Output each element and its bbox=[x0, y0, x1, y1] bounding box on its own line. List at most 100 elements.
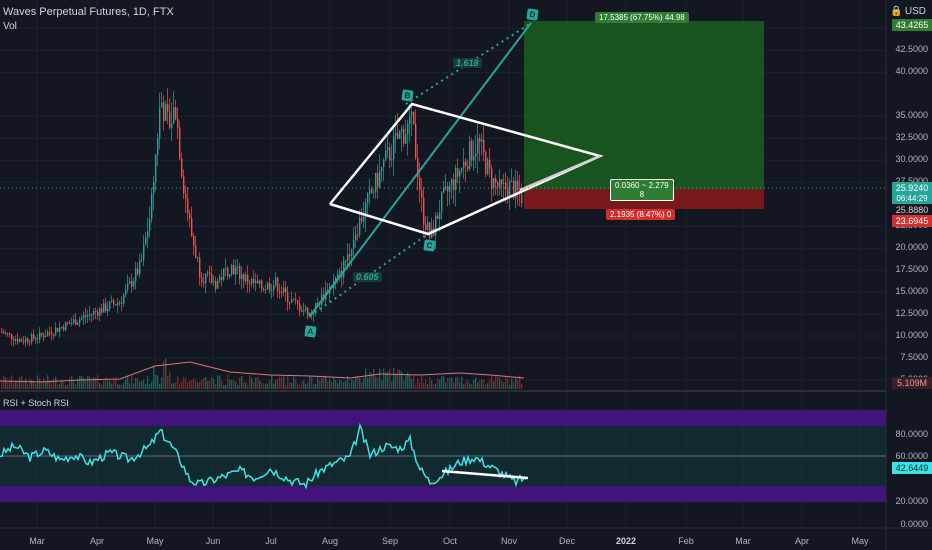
volume-bar bbox=[411, 379, 413, 389]
currency-label[interactable]: USD bbox=[904, 6, 926, 17]
volume-bar bbox=[445, 382, 447, 389]
candle-body bbox=[299, 303, 301, 311]
candle-body bbox=[207, 272, 209, 274]
volume-bar bbox=[391, 381, 393, 389]
symbol-title[interactable]: Waves Perpetual Futures, 1D, FTX bbox=[3, 6, 174, 18]
candle-body bbox=[125, 289, 127, 296]
volume-bar bbox=[245, 382, 247, 389]
candle-body bbox=[13, 339, 15, 341]
volume-bar bbox=[9, 380, 11, 389]
candle-body bbox=[33, 334, 35, 339]
volume-bar bbox=[293, 376, 295, 389]
volume-bar bbox=[257, 377, 259, 389]
candle-body bbox=[505, 182, 507, 190]
volume-bar bbox=[109, 380, 111, 389]
profit-zone[interactable] bbox=[524, 21, 764, 189]
volume-bar bbox=[471, 384, 473, 389]
candle-body bbox=[165, 104, 167, 122]
candle-body bbox=[199, 257, 201, 278]
candle-body bbox=[203, 281, 205, 284]
volume-bar bbox=[167, 375, 169, 389]
point-c-label[interactable]: C bbox=[423, 239, 436, 252]
volume-bar bbox=[413, 375, 415, 389]
candle-body bbox=[109, 301, 111, 309]
candle-body bbox=[517, 180, 519, 190]
candle-body bbox=[359, 217, 361, 235]
volume-bar bbox=[511, 378, 513, 389]
diamond-right-edge bbox=[519, 154, 601, 192]
candle-body bbox=[29, 341, 31, 343]
candle-body bbox=[59, 327, 61, 332]
candle-body bbox=[385, 150, 387, 161]
loss-label[interactable]: 2.1935 (8.47%) 0 bbox=[606, 209, 676, 220]
volume-bar bbox=[197, 382, 199, 389]
volume-bar bbox=[467, 379, 469, 389]
volume-bar bbox=[161, 377, 163, 389]
volume-bar bbox=[163, 360, 165, 389]
price-tick: 32.5000 bbox=[895, 132, 928, 143]
volume-bar bbox=[99, 383, 101, 389]
rsi-tick: 60.0000 bbox=[895, 451, 928, 462]
volume-bar bbox=[131, 375, 133, 389]
candles bbox=[1, 87, 523, 347]
candle-body bbox=[409, 115, 411, 124]
candle-body bbox=[143, 244, 145, 260]
point-a-label[interactable]: A bbox=[304, 325, 317, 338]
volume-bar bbox=[49, 380, 51, 389]
candle-body bbox=[401, 129, 403, 132]
volume-bar bbox=[295, 379, 297, 389]
candle-body bbox=[105, 303, 107, 312]
volume-bar bbox=[261, 382, 263, 389]
volume-bar bbox=[519, 375, 521, 389]
volume-bar bbox=[341, 380, 343, 389]
point-b-label[interactable]: B bbox=[401, 89, 414, 102]
vol-label[interactable]: Vol bbox=[3, 21, 17, 32]
volume-bar bbox=[225, 384, 227, 389]
fib-ratio-lower[interactable]: 0.605 bbox=[353, 272, 382, 282]
candle-body bbox=[205, 273, 207, 284]
candle-body bbox=[217, 280, 219, 289]
candle-body bbox=[513, 180, 515, 199]
volume-bar bbox=[361, 382, 363, 389]
candle-body bbox=[53, 334, 55, 336]
candle-body bbox=[115, 304, 117, 306]
volume-bar bbox=[41, 381, 43, 389]
candle-body bbox=[133, 281, 135, 287]
candle-body bbox=[389, 147, 391, 161]
volume-bar bbox=[119, 384, 121, 389]
lock-icon[interactable]: 🔒 bbox=[890, 6, 903, 17]
volume-bar bbox=[349, 383, 351, 389]
candle-body bbox=[511, 180, 513, 182]
volume-bar bbox=[139, 381, 141, 389]
profit-label[interactable]: 17.5385 (67.75%) 44.98 bbox=[595, 12, 689, 23]
volume-bar bbox=[287, 375, 289, 389]
volume-bar bbox=[459, 382, 461, 389]
candle-body bbox=[287, 292, 289, 303]
volume-bar bbox=[521, 383, 523, 389]
time-label: Nov bbox=[500, 536, 518, 546]
rsi-title[interactable]: RSI + Stoch RSI bbox=[3, 398, 69, 408]
volume-bar bbox=[373, 369, 375, 389]
candle-body bbox=[57, 328, 59, 332]
point-d-label[interactable]: D bbox=[526, 8, 539, 21]
candle-body bbox=[41, 332, 43, 336]
candle-body bbox=[423, 197, 425, 225]
volume-bar bbox=[509, 384, 511, 389]
fib-ratio-upper[interactable]: 1.618 bbox=[453, 58, 482, 68]
volume-bar bbox=[157, 375, 159, 389]
candle-body bbox=[231, 264, 233, 275]
volume-bar bbox=[363, 377, 365, 389]
volume-bar bbox=[85, 380, 87, 389]
volume-bar bbox=[487, 382, 489, 389]
volume-bar bbox=[25, 378, 27, 389]
candle-body bbox=[447, 186, 449, 192]
candle-body bbox=[107, 308, 109, 312]
volume-bar bbox=[263, 383, 265, 389]
volume-bar bbox=[249, 375, 251, 389]
volume-bar bbox=[351, 379, 353, 389]
risk-reward-label[interactable]: 0.0360 ~ 2.279 8 bbox=[610, 179, 674, 201]
candle-body bbox=[383, 160, 385, 168]
candle-body bbox=[147, 231, 149, 238]
volume-bar bbox=[291, 382, 293, 389]
